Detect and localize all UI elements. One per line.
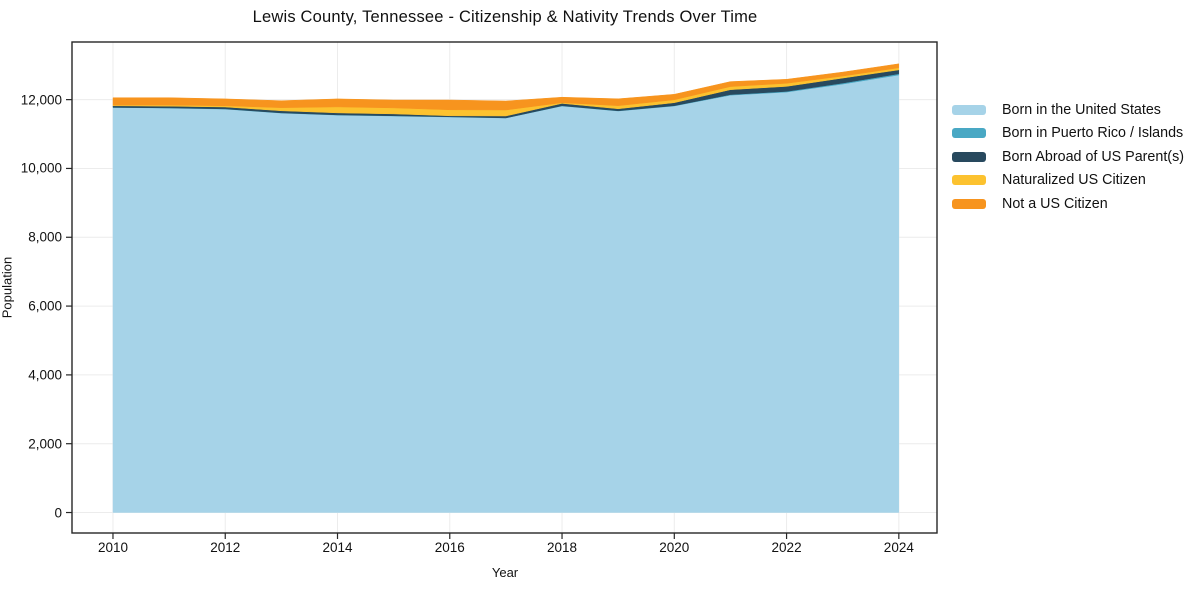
x-tick-label: 2018 [547,540,578,555]
y-tick-label: 6,000 [28,298,62,314]
legend-item-label: Born in the United States [1002,101,1161,118]
y-tick-label: 12,000 [20,92,62,108]
legend: Born in the United States Born in Puerto … [952,101,1184,212]
area-series-0 [112,74,900,513]
x-tick-label: 2020 [659,540,690,555]
x-tick-label: 2016 [434,540,465,555]
legend-item: Born Abroad of US Parent(s) [952,148,1184,165]
legend-item: Born in Puerto Rico / Islands [952,125,1184,142]
x-tick-label: 2012 [210,540,241,555]
x-tick-label: 2022 [771,540,802,555]
y-tick-label: 10,000 [20,160,62,176]
y-tick-label: 2,000 [28,436,62,452]
legend-swatch [952,151,986,162]
legend-item: Not a US Citizen [952,195,1184,212]
legend-item: Naturalized US Citizen [952,172,1184,189]
legend-swatch [952,175,986,186]
x-tick-label: 2010 [97,540,128,555]
plot-frame [71,41,938,534]
x-tick-label: 2024 [883,540,914,555]
area-series-4 [112,63,900,111]
legend-item-label: Born in Puerto Rico / Islands [1002,125,1184,142]
legend-swatch [952,128,986,139]
legend-item: Born in the United States [952,101,1184,118]
legend-swatch [952,104,986,115]
y-tick-label: 8,000 [28,229,62,245]
legend-item-label: Naturalized US Citizen [1002,172,1146,189]
x-axis-label: Year [491,565,519,580]
x-tick-label: 2014 [322,540,353,555]
y-axis-label: Population [0,256,15,319]
legend-item-label: Not a US Citizen [1002,195,1108,212]
y-tick-label: 4,000 [28,367,62,383]
chart-title: Lewis County, Tennessee - Citizenship & … [252,8,758,26]
y-tick-label: 0 [54,505,62,521]
legend-swatch [952,198,986,209]
legend-item-label: Born Abroad of US Parent(s) [1002,148,1184,165]
